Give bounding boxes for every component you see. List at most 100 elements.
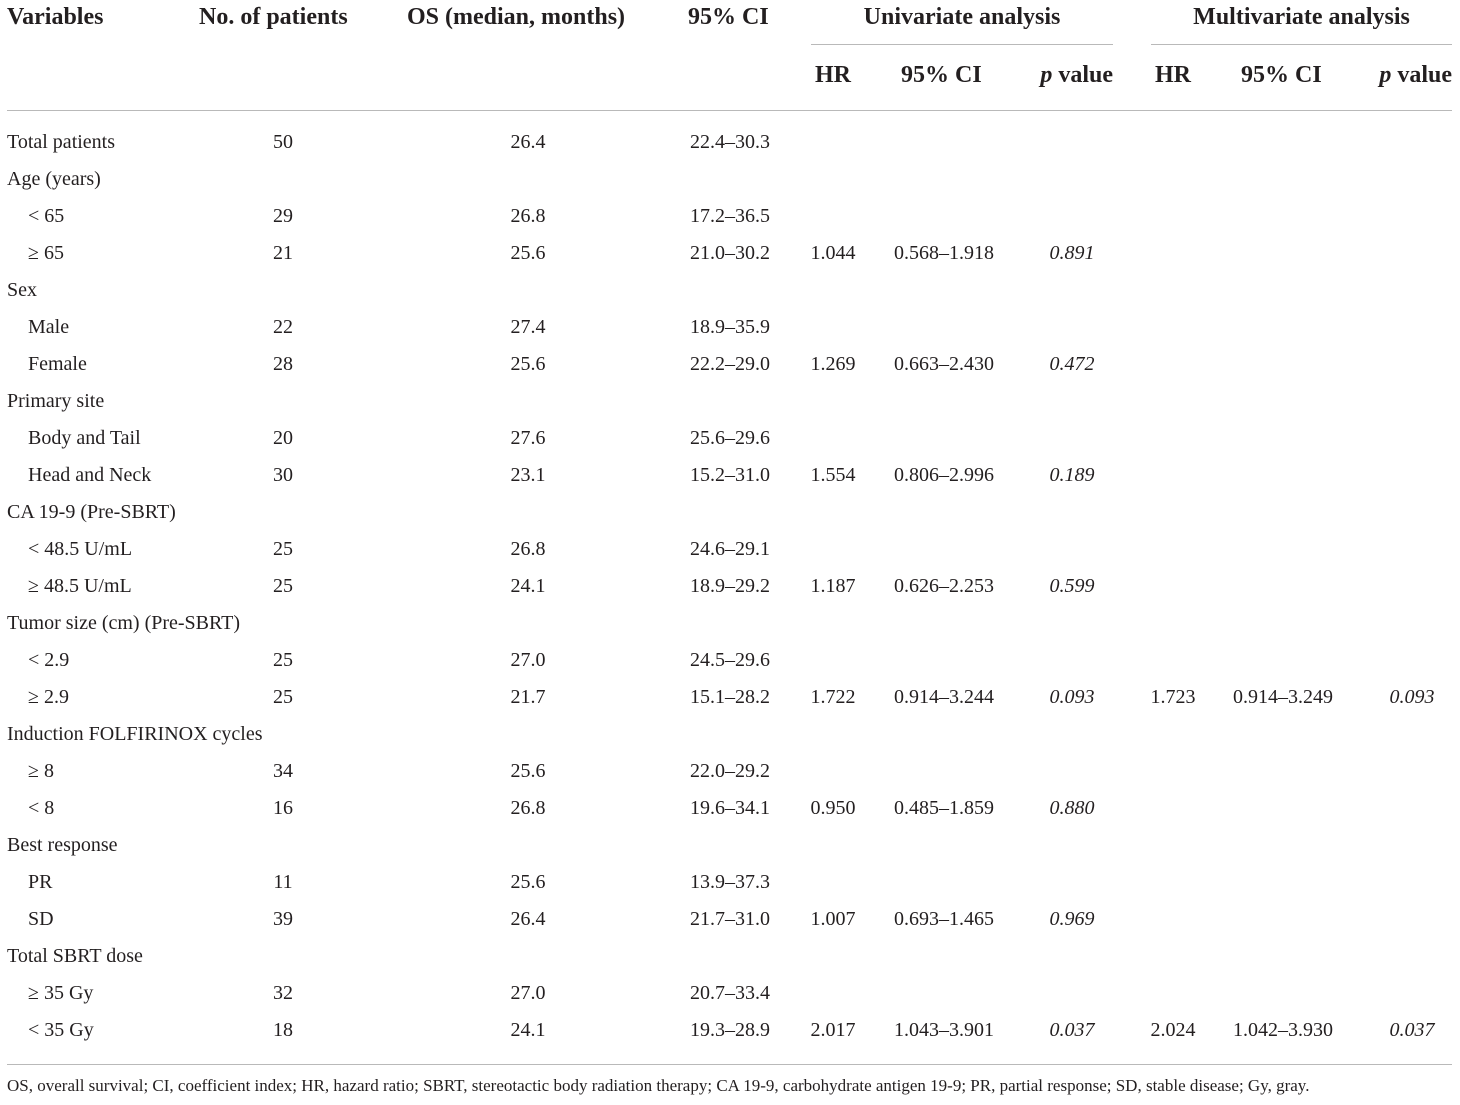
header-multi-p-letter: p: [1379, 62, 1392, 88]
cell-ci: 15.1–28.2: [690, 686, 770, 708]
header-multi-ci: 95% CI: [1241, 62, 1322, 88]
header-uni-hr: HR: [815, 62, 851, 88]
cell-ci: 21.0–30.2: [690, 242, 770, 264]
cell-os: 27.6: [510, 427, 546, 449]
cell-os: 26.8: [510, 797, 546, 819]
row-label: SD: [28, 908, 54, 930]
cell-os: 25.6: [510, 353, 546, 375]
cell-uni-ci: 0.693–1.465: [894, 908, 994, 930]
row-label: Total SBRT dose: [7, 945, 143, 967]
cell-patients: 29: [273, 205, 293, 227]
cell-uni-ci: 0.626–2.253: [894, 575, 994, 597]
row-label: Body and Tail: [28, 427, 141, 449]
cell-uni-ci: 0.663–2.430: [894, 353, 994, 375]
header-bottom-rule: [7, 110, 1452, 111]
cell-uni-p: 0.599: [1049, 575, 1095, 597]
row-label: Age (years): [7, 168, 101, 190]
cell-uni-ci: 1.043–3.901: [894, 1019, 994, 1041]
cell-patients: 20: [273, 427, 293, 449]
header-multi-p-word: value: [1391, 62, 1452, 88]
header-univariate: Univariate analysis: [863, 4, 1061, 30]
header-ci: 95% CI: [688, 4, 769, 30]
cell-uni-hr: 1.722: [810, 686, 856, 708]
row-label: ≥ 65: [28, 242, 64, 264]
cell-os: 25.6: [510, 760, 546, 782]
row-label: Female: [28, 353, 87, 375]
row-label: Best response: [7, 834, 118, 856]
cell-ci: 24.5–29.6: [690, 649, 770, 671]
cell-ci: 19.3–28.9: [690, 1019, 770, 1041]
row-label: ≥ 2.9: [28, 686, 69, 708]
cell-os: 26.8: [510, 205, 546, 227]
cell-patients: 25: [273, 649, 293, 671]
cell-ci: 13.9–37.3: [690, 871, 770, 893]
cell-os: 27.0: [510, 649, 546, 671]
row-label: ≥ 8: [28, 760, 54, 782]
row-label: Male: [28, 316, 70, 338]
cell-ci: 21.7–31.0: [690, 908, 770, 930]
row-label: Primary site: [7, 390, 105, 412]
header-multivariate: Multivariate analysis: [1193, 4, 1410, 30]
cell-patients: 32: [273, 982, 293, 1004]
cell-uni-p: 0.891: [1049, 242, 1095, 264]
row-label: Tumor size (cm) (Pre-SBRT): [7, 612, 241, 634]
cell-uni-p: 0.880: [1049, 797, 1095, 819]
row-label: < 48.5 U/mL: [28, 538, 133, 560]
cell-multi-ci: 1.042–3.930: [1233, 1019, 1333, 1041]
header-os: OS (median, months): [407, 4, 626, 30]
cell-os: 25.6: [510, 871, 546, 893]
cell-patients: 30: [273, 464, 293, 486]
cell-ci: 18.9–35.9: [690, 316, 770, 338]
row-label: Induction FOLFIRINOX cycles: [7, 723, 263, 745]
cell-ci: 25.6–29.6: [690, 427, 770, 449]
header-multi-p: p value: [1379, 62, 1452, 89]
cell-patients: 16: [273, 797, 293, 819]
cell-os: 25.6: [510, 242, 546, 264]
cell-uni-hr: 0.950: [810, 797, 856, 819]
cell-patients: 28: [273, 353, 293, 375]
cell-multi-hr: 1.723: [1150, 686, 1196, 708]
cell-os: 26.4: [510, 908, 546, 930]
cell-uni-hr: 2.017: [810, 1019, 856, 1041]
cell-ci: 19.6–34.1: [690, 797, 770, 819]
cell-os: 24.1: [510, 575, 546, 597]
cell-os: 23.1: [510, 464, 546, 486]
cell-patients: 25: [273, 575, 293, 597]
cell-uni-hr: 1.187: [810, 575, 856, 597]
cell-multi-hr: 2.024: [1150, 1019, 1196, 1041]
header-uni-p-letter: p: [1040, 62, 1053, 88]
header-uni-p: p value: [1040, 62, 1113, 89]
cell-ci: 17.2–36.5: [690, 205, 770, 227]
cell-os: 24.1: [510, 1019, 546, 1041]
cell-uni-ci: 0.568–1.918: [894, 242, 994, 264]
table-footnote: OS, overall survival; CI, coefficient in…: [7, 1076, 1310, 1095]
cell-patients: 25: [273, 686, 293, 708]
cell-patients: 18: [273, 1019, 293, 1041]
row-label: Head and Neck: [28, 464, 152, 486]
cell-ci: 22.2–29.0: [690, 353, 770, 375]
cell-multi-ci: 0.914–3.249: [1233, 686, 1333, 708]
cell-patients: 50: [273, 131, 293, 153]
row-label: ≥ 35 Gy: [28, 982, 94, 1004]
cell-uni-hr: 1.007: [810, 908, 856, 930]
cell-ci: 24.6–29.1: [690, 538, 770, 560]
cell-patients: 39: [273, 908, 293, 930]
cell-ci: 22.4–30.3: [690, 131, 770, 153]
cell-uni-ci: 0.806–2.996: [894, 464, 994, 486]
cell-ci: 18.9–29.2: [690, 575, 770, 597]
cell-ci: 15.2–31.0: [690, 464, 770, 486]
cell-os: 27.4: [510, 316, 546, 338]
cell-uni-ci: 0.485–1.859: [894, 797, 994, 819]
cell-uni-p: 0.093: [1049, 686, 1095, 708]
cell-patients: 34: [273, 760, 293, 782]
table-bottom-rule: [7, 1064, 1452, 1065]
row-label: < 2.9: [28, 649, 70, 671]
cell-ci: 22.0–29.2: [690, 760, 770, 782]
row-label: < 8: [28, 797, 55, 819]
cell-uni-p: 0.472: [1049, 353, 1095, 375]
header-multi-hr: HR: [1155, 62, 1191, 88]
row-label: Total patients: [7, 131, 116, 153]
cell-patients: 21: [273, 242, 293, 264]
cell-ci: 20.7–33.4: [690, 982, 770, 1004]
cell-os: 27.0: [510, 982, 546, 1004]
